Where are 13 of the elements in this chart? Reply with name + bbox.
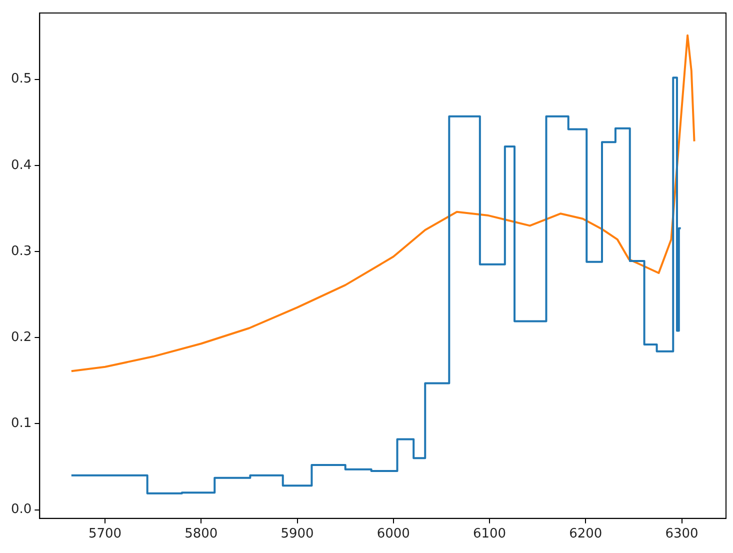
x-tick-label: 6100 <box>472 526 506 542</box>
x-tick-label: 6000 <box>376 526 410 542</box>
y-tick-label: 0.2 <box>10 330 32 345</box>
y-tick-label: 0.4 <box>10 158 32 173</box>
x-tick-label: 6200 <box>569 526 602 542</box>
y-tick-label: 0.5 <box>10 72 32 87</box>
y-tick-label: 0.1 <box>10 416 32 432</box>
y-tick-label: 0.3 <box>10 244 32 259</box>
y-tick-label: 0.0 <box>10 502 32 518</box>
x-tick-label: 5800 <box>184 526 218 542</box>
x-tick-label: 5900 <box>280 526 314 542</box>
x-tick-label: 5700 <box>88 526 122 542</box>
x-tick-label: 6300 <box>665 526 698 542</box>
